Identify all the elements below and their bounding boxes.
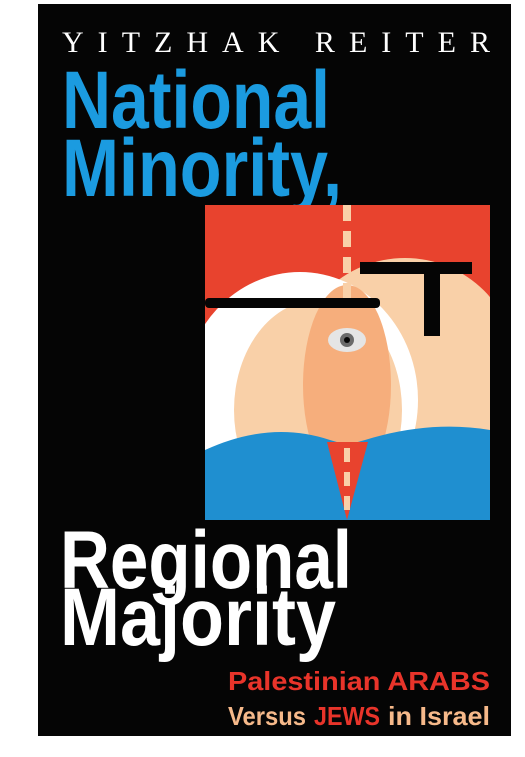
subtitle-word: in Israel bbox=[388, 701, 490, 731]
subtitle-word: Versus bbox=[228, 701, 306, 731]
subtitle-word: JEWS bbox=[314, 701, 380, 731]
pupil bbox=[344, 337, 350, 343]
subtitle-line: Palestinian ARABS bbox=[228, 666, 490, 696]
cap-brim bbox=[360, 262, 472, 274]
title-line: Majority bbox=[60, 572, 336, 663]
title-line: Minority, bbox=[62, 123, 342, 214]
cover-illustration bbox=[182, 205, 517, 528]
headband bbox=[205, 298, 380, 308]
cap-bar bbox=[424, 262, 440, 336]
book-cover: YITZHAK REITER National Minority, Region… bbox=[0, 0, 525, 757]
